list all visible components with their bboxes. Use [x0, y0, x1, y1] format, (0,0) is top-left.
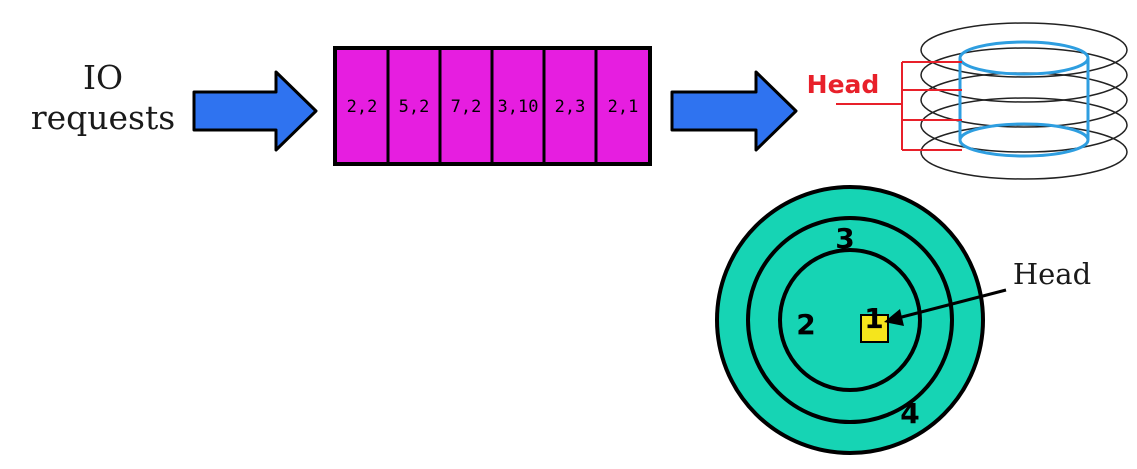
queue-cell-4: 3,10	[498, 97, 539, 117]
queue-cell-1: 2,2	[347, 97, 378, 117]
platter-head-label: Head	[1013, 257, 1091, 291]
disk-head-label: Head	[807, 70, 880, 99]
track-2	[778, 248, 922, 392]
track-4	[715, 185, 985, 455]
io-requests-line2: requests	[30, 98, 176, 137]
arrow-to-queue	[192, 70, 318, 152]
track-label-2: 2	[796, 308, 815, 341]
disk-stack: Head	[807, 22, 1128, 180]
track-3	[746, 216, 954, 424]
track-label-4: 4	[900, 397, 919, 430]
arrow-to-disk	[670, 70, 798, 152]
queue-cell-5: 2,3	[555, 97, 586, 117]
io-requests-label: IO requests	[28, 58, 178, 138]
io-requests-line1: IO	[82, 58, 124, 97]
head-marker	[860, 314, 889, 343]
track-label-3: 3	[835, 222, 854, 255]
queue-cell-3: 7,2	[451, 97, 482, 117]
cylinder	[958, 40, 1090, 158]
head-assembly	[836, 61, 962, 151]
head-pointer-arrowhead	[884, 309, 904, 326]
head-pointer-line	[897, 288, 1007, 320]
platter-top-view: 1 2 3 4 Head	[715, 185, 1091, 455]
request-queue: 2,2 5,2 7,2 3,10 2,3 2,1	[333, 46, 652, 166]
queue-cell-6: 2,1	[608, 97, 639, 117]
track-label-1: 1	[864, 302, 883, 335]
queue-cell-2: 5,2	[399, 97, 430, 117]
